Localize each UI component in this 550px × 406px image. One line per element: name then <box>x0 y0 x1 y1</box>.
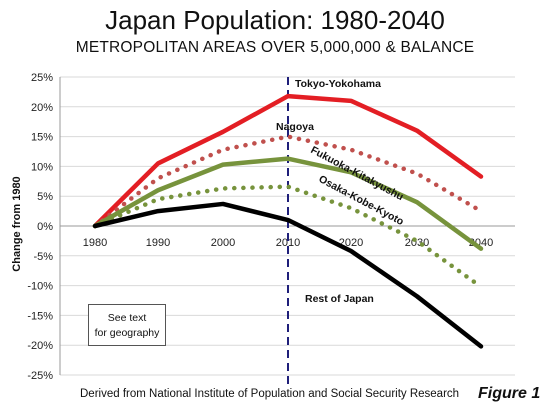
series-line-nagoya <box>92 134 484 229</box>
series-line-rest-of-japan <box>92 201 484 349</box>
series-line-tokyo-yokohama <box>92 93 484 229</box>
y-tick-label: 5% <box>37 191 53 203</box>
y-tick-label: -10% <box>27 281 53 293</box>
geography-note-line-2: for geography <box>94 327 160 339</box>
series-line-fukuoka-kitakyushu <box>92 156 484 251</box>
geography-note-box: See text for geography <box>88 304 166 346</box>
x-tick-label: 2000 <box>211 237 235 249</box>
y-tick-label: 10% <box>31 161 53 173</box>
x-tick-label: 1980 <box>83 237 107 249</box>
series-label: Tokyo-Yokohama <box>295 78 381 90</box>
series-line-osaka-kobe-kyoto <box>92 184 484 290</box>
x-tick-label: 2030 <box>405 237 429 249</box>
source-note: Derived from National Institute of Popul… <box>80 388 460 400</box>
chart-subtitle: METROPOLITAN AREAS OVER 5,000,000 & BALA… <box>75 39 475 56</box>
chart-title: Japan Population: 1980-2040 <box>105 5 445 35</box>
x-tick-label: 2010 <box>276 237 300 249</box>
y-tick-label: -20% <box>27 340 53 352</box>
y-tick-label: 20% <box>31 102 53 114</box>
x-tick-label: 1990 <box>146 237 170 249</box>
geography-note-line-1: See text <box>107 312 147 324</box>
series-label: Rest of Japan <box>305 293 374 305</box>
y-tick-label: 0% <box>37 221 53 233</box>
series-label: Nagoya <box>276 121 314 133</box>
y-tick-label: -15% <box>27 310 53 322</box>
y-tick-label: -5% <box>33 251 53 263</box>
y-tick-label: -25% <box>27 370 53 382</box>
y-tick-label: 25% <box>31 72 53 84</box>
figure-label: Figure 1 <box>478 385 541 402</box>
y-tick-label: 15% <box>31 132 53 144</box>
